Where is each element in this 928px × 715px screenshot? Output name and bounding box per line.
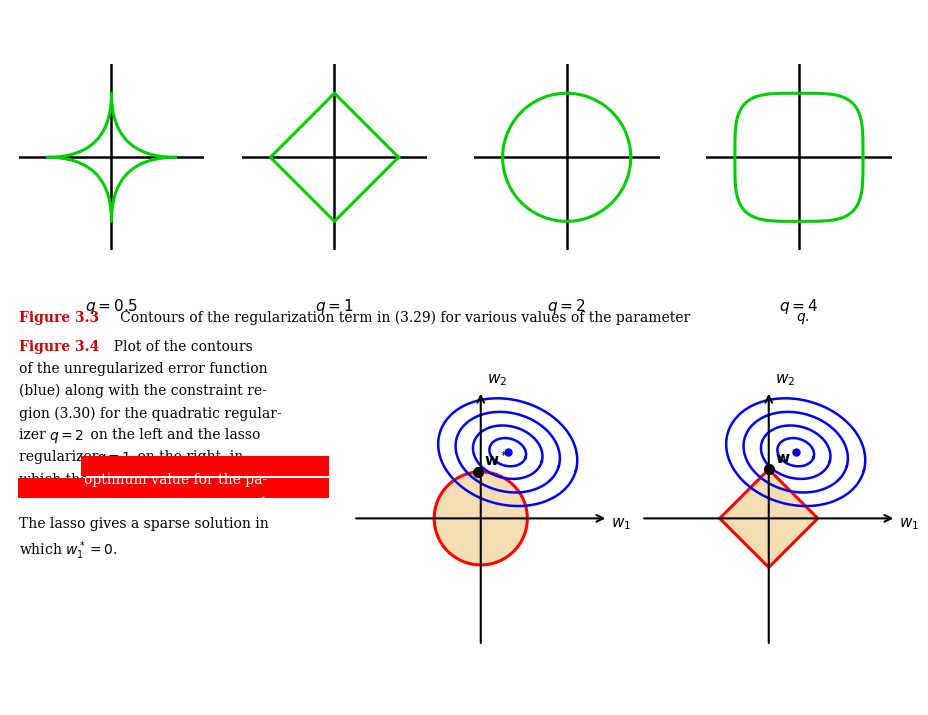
Text: $w_1$: $w_1$ bbox=[897, 516, 918, 532]
Text: izer: izer bbox=[19, 428, 50, 443]
Text: $w_1$: $w_1$ bbox=[610, 516, 630, 532]
Text: Plot of the contours: Plot of the contours bbox=[105, 340, 252, 354]
Text: $\mathbf{w}^*$: $\mathbf{w}^*$ bbox=[483, 450, 507, 469]
Text: $q$.: $q$. bbox=[795, 311, 809, 326]
Text: $q = 1$: $q = 1$ bbox=[315, 297, 354, 316]
Text: The lasso gives a sparse solution in: The lasso gives a sparse solution in bbox=[19, 517, 268, 531]
Text: regularizer: regularizer bbox=[19, 450, 102, 465]
Text: on the right, in: on the right, in bbox=[133, 450, 243, 465]
Text: gion (3.30) for the quadratic regular-: gion (3.30) for the quadratic regular- bbox=[19, 406, 281, 420]
Text: $q = 2$: $q = 2$ bbox=[49, 428, 84, 445]
Text: Figure 3.3: Figure 3.3 bbox=[19, 311, 98, 325]
Text: (blue) along with the constraint re-: (blue) along with the constraint re- bbox=[19, 384, 266, 398]
Text: $w_2$: $w_2$ bbox=[486, 373, 507, 388]
Polygon shape bbox=[719, 469, 817, 568]
Text: on the left and the lasso: on the left and the lasso bbox=[86, 428, 261, 443]
Text: optimum value for the pa-: optimum value for the pa- bbox=[84, 473, 266, 487]
Text: $q = 1$: $q = 1$ bbox=[96, 450, 131, 468]
Text: which $w_1^* = 0$.: which $w_1^* = 0$. bbox=[19, 539, 117, 562]
Text: of the unregularized error function: of the unregularized error function bbox=[19, 362, 267, 376]
Text: $w_2$: $w_2$ bbox=[774, 373, 794, 388]
Text: Figure 3.4: Figure 3.4 bbox=[19, 340, 98, 354]
Circle shape bbox=[433, 472, 527, 565]
Text: Contours of the regularization term in (3.29) for various values of the paramete: Contours of the regularization term in (… bbox=[107, 311, 694, 325]
Text: $q = 0.5$: $q = 0.5$ bbox=[84, 297, 138, 316]
Text: $\mathbf{w}^*$: $\mathbf{w}^*$ bbox=[774, 448, 797, 467]
Text: which the: which the bbox=[19, 473, 92, 487]
Text: $q = 2$: $q = 2$ bbox=[547, 297, 586, 316]
Text: $q = 4$: $q = 4$ bbox=[779, 297, 818, 316]
Text: rameter vector $\mathbf{w}$ is denoted by $\mathbf{w}^*$.: rameter vector $\mathbf{w}$ is denoted b… bbox=[20, 495, 273, 516]
